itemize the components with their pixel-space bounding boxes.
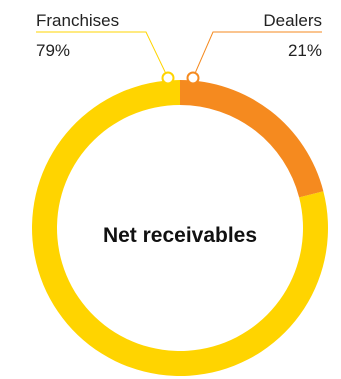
dealers-callout-line [192,31,322,79]
center-label: Net receivables [103,224,257,247]
franchises-value: 79% [36,41,70,60]
dealers-value: 21% [288,41,322,60]
franchises-callout-dot [161,71,175,85]
slice-dealers [180,80,324,198]
dealers-label: Dealers [263,11,322,30]
franchises-label: Franchises [36,11,119,30]
dealers-callout-dot [186,71,200,85]
donut-slices [32,80,328,376]
franchises-callout-line [36,31,169,79]
